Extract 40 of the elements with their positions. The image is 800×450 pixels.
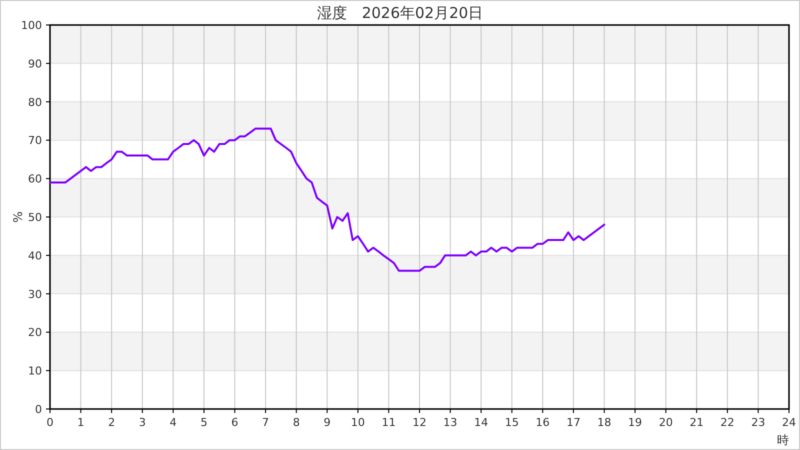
x-tick-label: 8 [292, 416, 300, 429]
x-tick-label: 6 [231, 416, 238, 429]
x-tick-label: 1 [77, 416, 84, 429]
x-tick-label: 9 [324, 416, 331, 429]
y-tick-label: 80 [28, 96, 42, 109]
x-tick-label: 7 [262, 416, 270, 429]
x-tick-label: 16 [536, 416, 550, 429]
x-tick-label: 14 [474, 416, 488, 429]
x-tick-label: 2 [108, 416, 116, 429]
x-tick-label: 22 [720, 416, 734, 429]
x-tick-label: 20 [658, 416, 673, 429]
y-tick-label: 0 [35, 403, 42, 416]
y-tick-label: 20 [28, 326, 42, 340]
x-tick-label: 4 [170, 416, 177, 429]
y-tick-label: 50 [28, 211, 42, 224]
x-tick-label: 13 [443, 416, 458, 429]
x-tick-label: 3 [138, 416, 146, 429]
y-tick-label: 70 [28, 134, 42, 148]
x-tick-label: 11 [382, 416, 396, 429]
x-tick-label: 12 [412, 416, 426, 429]
x-tick-label: 19 [628, 416, 642, 429]
x-tick-label: 17 [566, 416, 580, 429]
x-tick-label: 10 [350, 416, 365, 429]
x-tick-label: 24 [782, 416, 796, 429]
y-tick-label: 90 [28, 57, 42, 70]
x-tick-label: 18 [597, 416, 612, 429]
x-axis-title: 時 [777, 433, 789, 447]
x-tick-label: 0 [46, 416, 54, 429]
y-tick-label: 30 [28, 288, 42, 301]
x-tick-label: 21 [690, 416, 704, 429]
x-tick-label: 15 [504, 416, 519, 429]
y-tick-label: 10 [28, 364, 42, 378]
y-axis-title: % [11, 211, 25, 223]
y-tick-label: 60 [28, 172, 42, 186]
x-tick-label: 5 [200, 416, 208, 429]
line-series [49, 128, 606, 272]
y-tick-label: 100 [21, 19, 42, 32]
y-tick-label: 40 [28, 249, 42, 262]
x-tick-label: 23 [751, 416, 766, 429]
chart-title: 湿度 2026年02月20日 [316, 4, 484, 22]
